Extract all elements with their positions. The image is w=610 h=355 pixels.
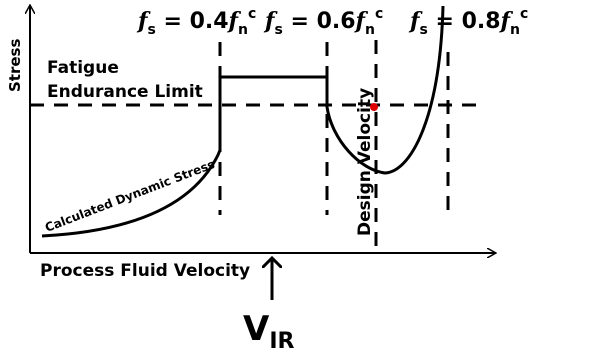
frequency-labels: fs = 0.4fnc fs = 0.6fnc fs = 0.8fnc	[136, 6, 528, 38]
symbol: f	[227, 8, 242, 34]
vir-symbol: V	[243, 309, 270, 349]
subscript: s	[147, 22, 155, 38]
design-label: Design Velocity	[355, 88, 375, 236]
subscript: s	[419, 22, 427, 38]
x-axis-label: Process Fluid Velocity	[40, 261, 250, 281]
superscript: c	[520, 6, 528, 22]
superscript: c	[248, 6, 256, 22]
subscript: n	[365, 22, 375, 38]
subscript: n	[510, 22, 520, 38]
symbol: f	[136, 8, 151, 34]
superscript: c	[375, 6, 383, 22]
vir-subscript: IR	[269, 329, 294, 354]
vir-label: VIR	[243, 309, 295, 354]
symbol: f	[408, 8, 423, 34]
relation: = 0.8	[428, 9, 501, 34]
y-axis-label: Stress	[6, 39, 24, 92]
frequency-label: fs = 0.6fnc	[263, 6, 383, 38]
stress-curve	[41, 5, 445, 238]
limit-label: Fatigue	[47, 58, 119, 78]
relation: = 0.4	[156, 9, 229, 34]
relation: = 0.6	[283, 9, 356, 34]
symbol: f	[263, 8, 278, 34]
limit-label: Endurance Limit	[47, 82, 203, 102]
design-point	[370, 103, 378, 111]
subscript: s	[274, 22, 282, 38]
symbol: f	[354, 8, 369, 34]
frequency-label: fs = 0.8fnc	[408, 6, 528, 38]
subscript: n	[238, 22, 248, 38]
frequency-label: fs = 0.4fnc	[136, 6, 256, 38]
symbol: f	[499, 8, 514, 34]
